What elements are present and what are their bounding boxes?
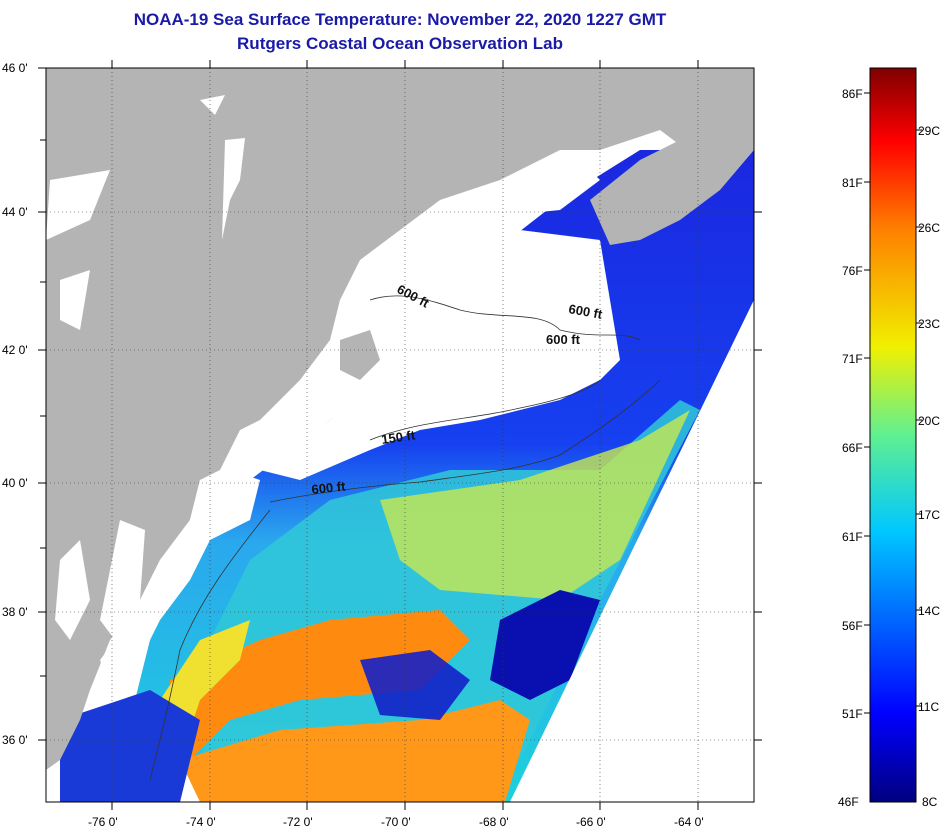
colorbar-c-label: 8C [922,795,938,809]
colorbar [869,67,917,803]
lon-label: -68 0' [479,815,509,829]
colorbar-f-label: 81F [842,176,863,190]
colorbar-c-label: 17C [918,508,941,522]
land-cape-cod [340,330,380,380]
colorbar-c-label: 14C [918,604,941,618]
lat-label: 44 0' [2,205,28,219]
isobath-150 [369,379,601,441]
lon-label: -66 0' [576,815,606,829]
isobath-label: 600 ft [567,301,604,322]
lat-label: 46 0' [2,61,28,75]
cold-patch-1 [490,590,600,700]
plot-frame [45,67,755,803]
bay [55,540,90,640]
isobath-600-outer [269,379,661,503]
colorbar-c-label: 26C [918,221,941,235]
colorbar-f-label: 56F [842,619,863,633]
lat-label: 36 0' [2,733,28,747]
lon-label: -76 0' [88,815,118,829]
isobath-label: 600 ft [546,332,581,347]
colorbar-f-label: 76F [842,264,863,278]
lake [222,138,245,240]
cloud-mask-2 [420,140,600,220]
lon-label: -74 0' [186,815,216,829]
isobath-label: 600 ft [311,478,347,497]
colorbar-c-label: 20C [918,414,941,428]
colorbar-c-label: 29C [918,124,941,138]
land-north [46,68,754,770]
lat-label: 40 0' [2,476,28,490]
lon-ticks [111,60,699,810]
cold-patch-2 [360,650,470,720]
colorbar-c-label: 11C [918,700,940,714]
colorbar-f-label: 86F [842,87,863,101]
isobath-label: 150 ft [380,427,416,447]
land-nova-scotia [590,110,754,245]
lon-label: -72 0' [283,815,313,829]
map-title: NOAA-19 Sea Surface Temperature: Novembe… [133,10,667,29]
lon-label: -64 0' [674,815,704,829]
map-subtitle: Rutgers Coastal Ocean Observation Lab [237,34,563,53]
lake [60,270,90,330]
colorbar-f-label: 71F [842,352,863,366]
bay [100,520,145,640]
lon-label: -70 0' [381,815,411,829]
colorbar-ticks [864,92,922,714]
colorbar-f-label: 46F [838,795,859,809]
colorbar-f-label: 66F [842,441,863,455]
lat-label: 42 0' [2,343,28,357]
colorbar-f-label: 61F [842,530,863,544]
yellow-water [380,410,690,600]
lake [200,95,225,115]
coastal-white [100,470,260,690]
cloud-mask [260,230,620,480]
isobath-inner [369,295,641,341]
no-coverage [510,300,754,802]
lake [46,170,110,240]
colorbar-c-label: 23C [918,317,941,331]
colorbar-f-label: 51F [842,707,863,721]
gulf-stream-south [180,700,530,802]
lat-ticks [38,67,762,741]
shelf-break-south [149,509,271,781]
lat-label: 38 0' [2,605,28,619]
